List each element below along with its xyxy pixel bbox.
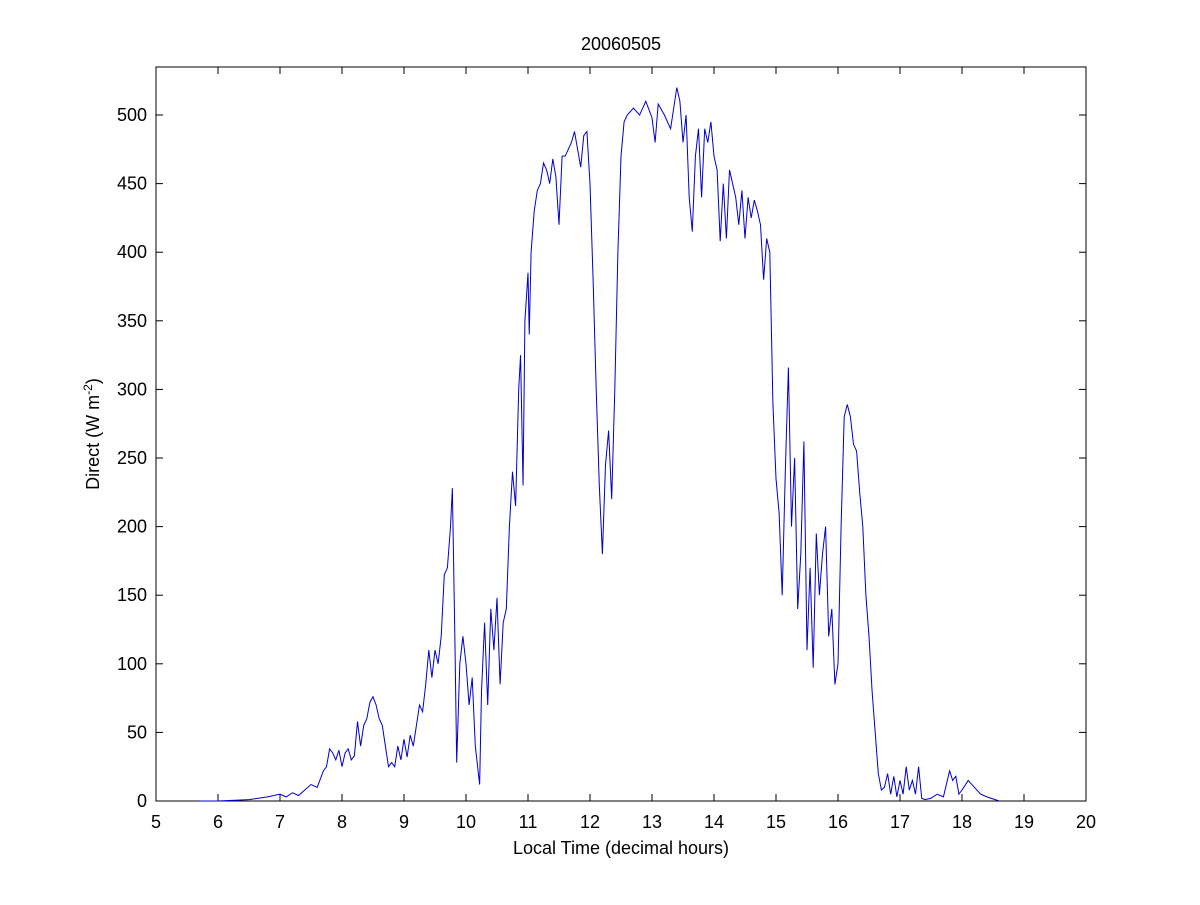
x-tick-label: 16 xyxy=(828,812,848,832)
y-tick-label: 200 xyxy=(117,517,147,537)
y-axis-label: Direct (W m-2) xyxy=(81,378,103,490)
x-tick-label: 18 xyxy=(952,812,972,832)
x-tick-label: 7 xyxy=(275,812,285,832)
y-tick-label: 50 xyxy=(127,722,147,742)
x-tick-label: 19 xyxy=(1014,812,1034,832)
x-tick-label: 10 xyxy=(456,812,476,832)
x-tick-label: 11 xyxy=(519,812,538,832)
y-tick-label: 450 xyxy=(117,174,147,194)
plot-frame xyxy=(155,66,1087,802)
x-tick-label: 5 xyxy=(151,812,161,832)
x-tick-label: 9 xyxy=(399,812,409,832)
y-axis-label-suffix: ) xyxy=(83,378,103,384)
x-tick-label: 6 xyxy=(213,812,223,832)
y-axis-label-text: Direct (W m xyxy=(83,395,103,490)
y-tick-label: 100 xyxy=(117,654,147,674)
y-tick-label: 400 xyxy=(117,242,147,262)
y-tick-label: 250 xyxy=(117,448,147,468)
y-axis-label-superscript: -2 xyxy=(81,384,95,395)
data-line xyxy=(199,87,1000,802)
x-axis-label: Local Time (decimal hours) xyxy=(513,838,729,858)
x-tick-label: 15 xyxy=(766,812,786,832)
y-tick-label: 500 xyxy=(117,105,147,125)
y-tick-label: 150 xyxy=(117,585,147,605)
x-tick-label: 20 xyxy=(1076,812,1096,832)
y-tick-label: 0 xyxy=(137,791,147,811)
x-tick-label: 14 xyxy=(704,812,724,832)
x-tick-label: 17 xyxy=(890,812,910,832)
x-tick-label: 13 xyxy=(642,812,662,832)
x-tick-label: 12 xyxy=(580,812,600,832)
y-tick-label: 350 xyxy=(117,311,147,331)
y-tick-label: 300 xyxy=(117,379,147,399)
x-tick-label: 8 xyxy=(337,812,347,832)
chart-title: 20060505 xyxy=(581,34,661,54)
